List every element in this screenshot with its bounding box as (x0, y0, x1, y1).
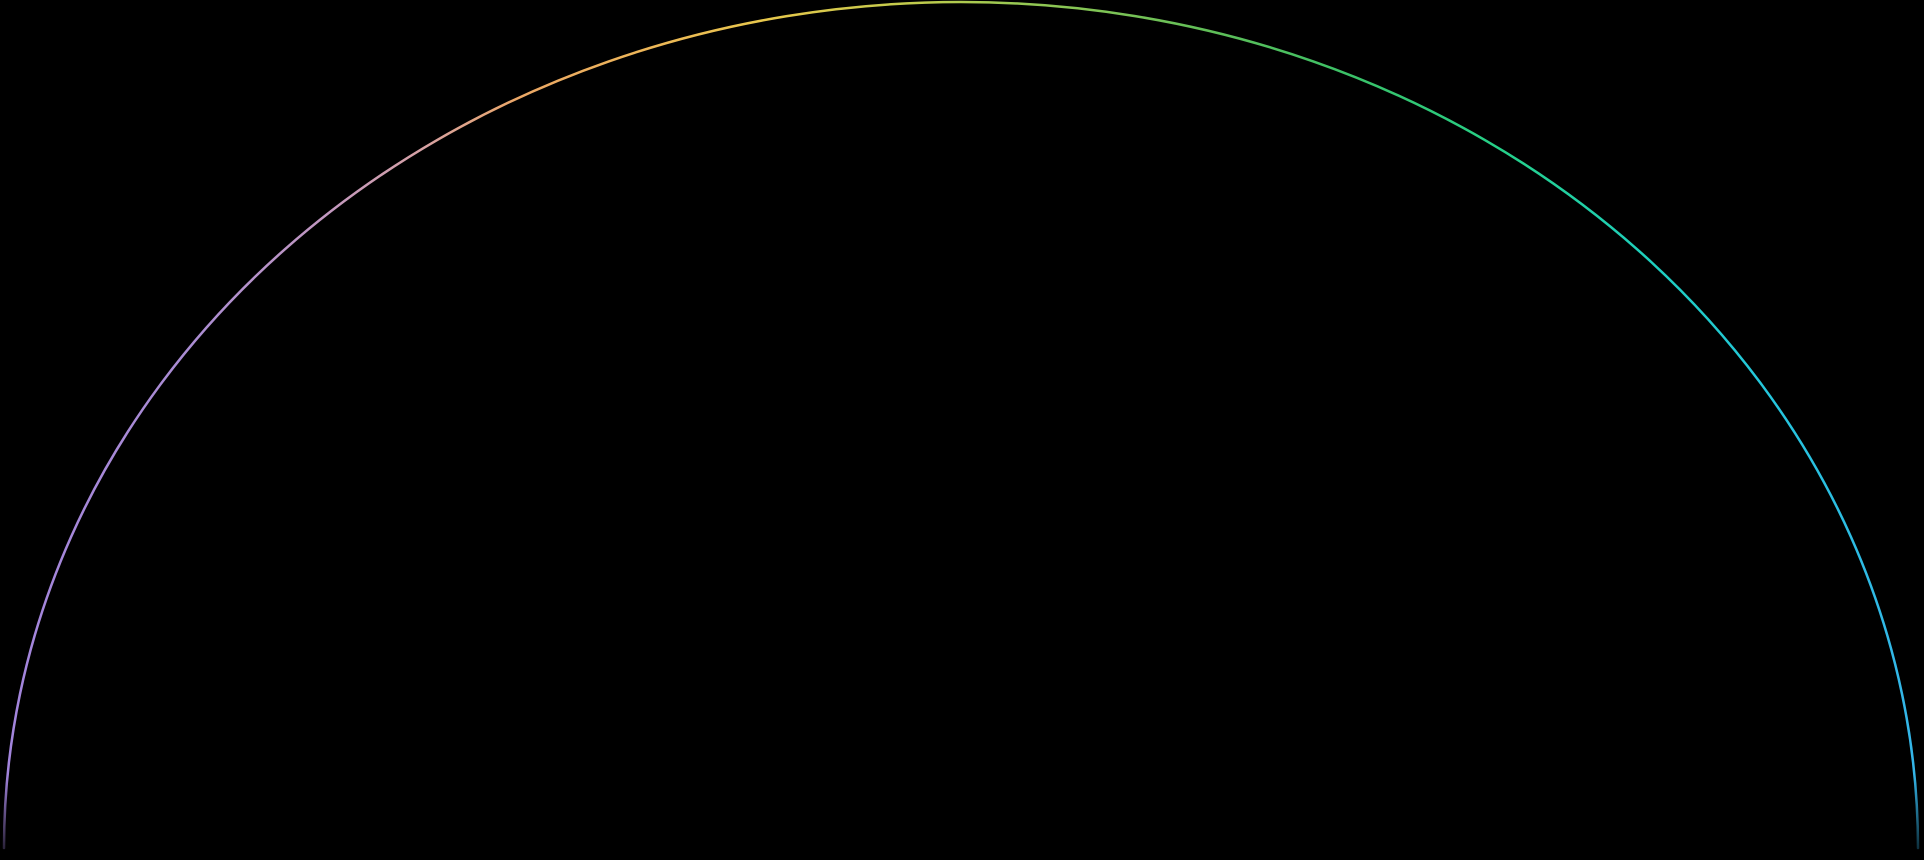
screenshot-root (2, 0, 1920, 850)
gradient-arc (2, 0, 1920, 850)
arc-canvas (2, 0, 1920, 850)
